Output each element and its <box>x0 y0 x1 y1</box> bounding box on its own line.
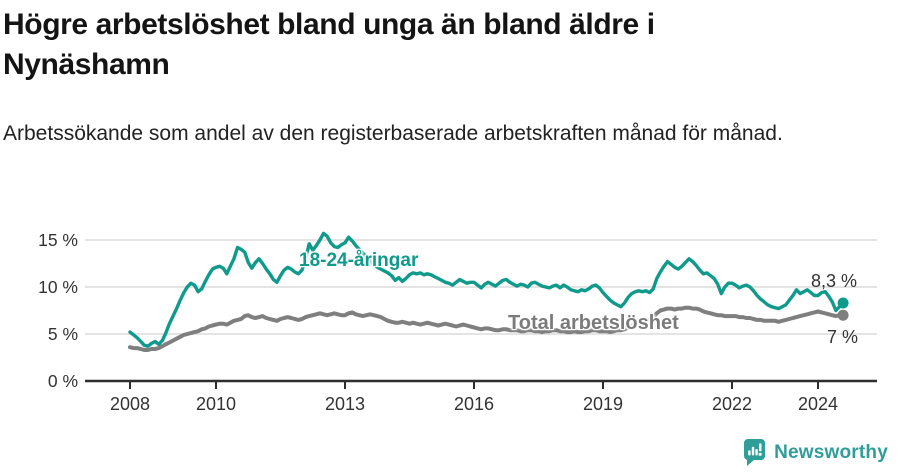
y-axis-label-5: 5 % <box>48 324 78 344</box>
total-end-dot <box>837 309 849 321</box>
bar-chart-glyph <box>748 443 762 456</box>
y-axis-label-15: 15 % <box>38 230 78 250</box>
end-dots <box>837 297 849 321</box>
series-total-line <box>128 305 846 352</box>
end-value-label-youth: 8,3 % <box>811 271 858 291</box>
series-lines <box>128 231 846 352</box>
axes: 0 % 5 % 10 % 15 % 2008 2010 2013 2016 2019 2022 20… <box>38 230 877 414</box>
speech-bubble-shape <box>744 439 766 466</box>
y-axis-label-0: 0 % <box>48 371 78 391</box>
x-axis-label-2013: 2013 <box>325 394 365 414</box>
newsworthy-logo-text: Newsworthy <box>774 441 888 463</box>
y-axis-label-10: 10 % <box>38 277 78 297</box>
chart-title: Högre arbetslöshet bland unga än bland ä… <box>3 8 655 81</box>
newsworthy-logo[interactable]: Newsworthy <box>742 438 888 467</box>
series-label-youth: 18-24-åringar <box>299 250 419 271</box>
newsworthy-logo-icon <box>744 439 766 466</box>
series-label-total: Total arbetslöshet <box>508 312 679 334</box>
x-axis-label-2008: 2008 <box>110 394 150 414</box>
x-axis-label-2022: 2022 <box>712 394 752 414</box>
series-youth-line <box>128 231 845 348</box>
end-value-label-total: 7 % <box>827 327 859 347</box>
x-axis-label-2016: 2016 <box>454 394 494 414</box>
x-axis-label-2024: 2024 <box>798 394 838 414</box>
chart-subtitle: Arbetssökande som andel av den registerb… <box>3 122 783 145</box>
x-axis-label-2019: 2019 <box>583 394 623 414</box>
x-axis-label-2010: 2010 <box>196 394 236 414</box>
youth-end-dot <box>837 297 849 309</box>
